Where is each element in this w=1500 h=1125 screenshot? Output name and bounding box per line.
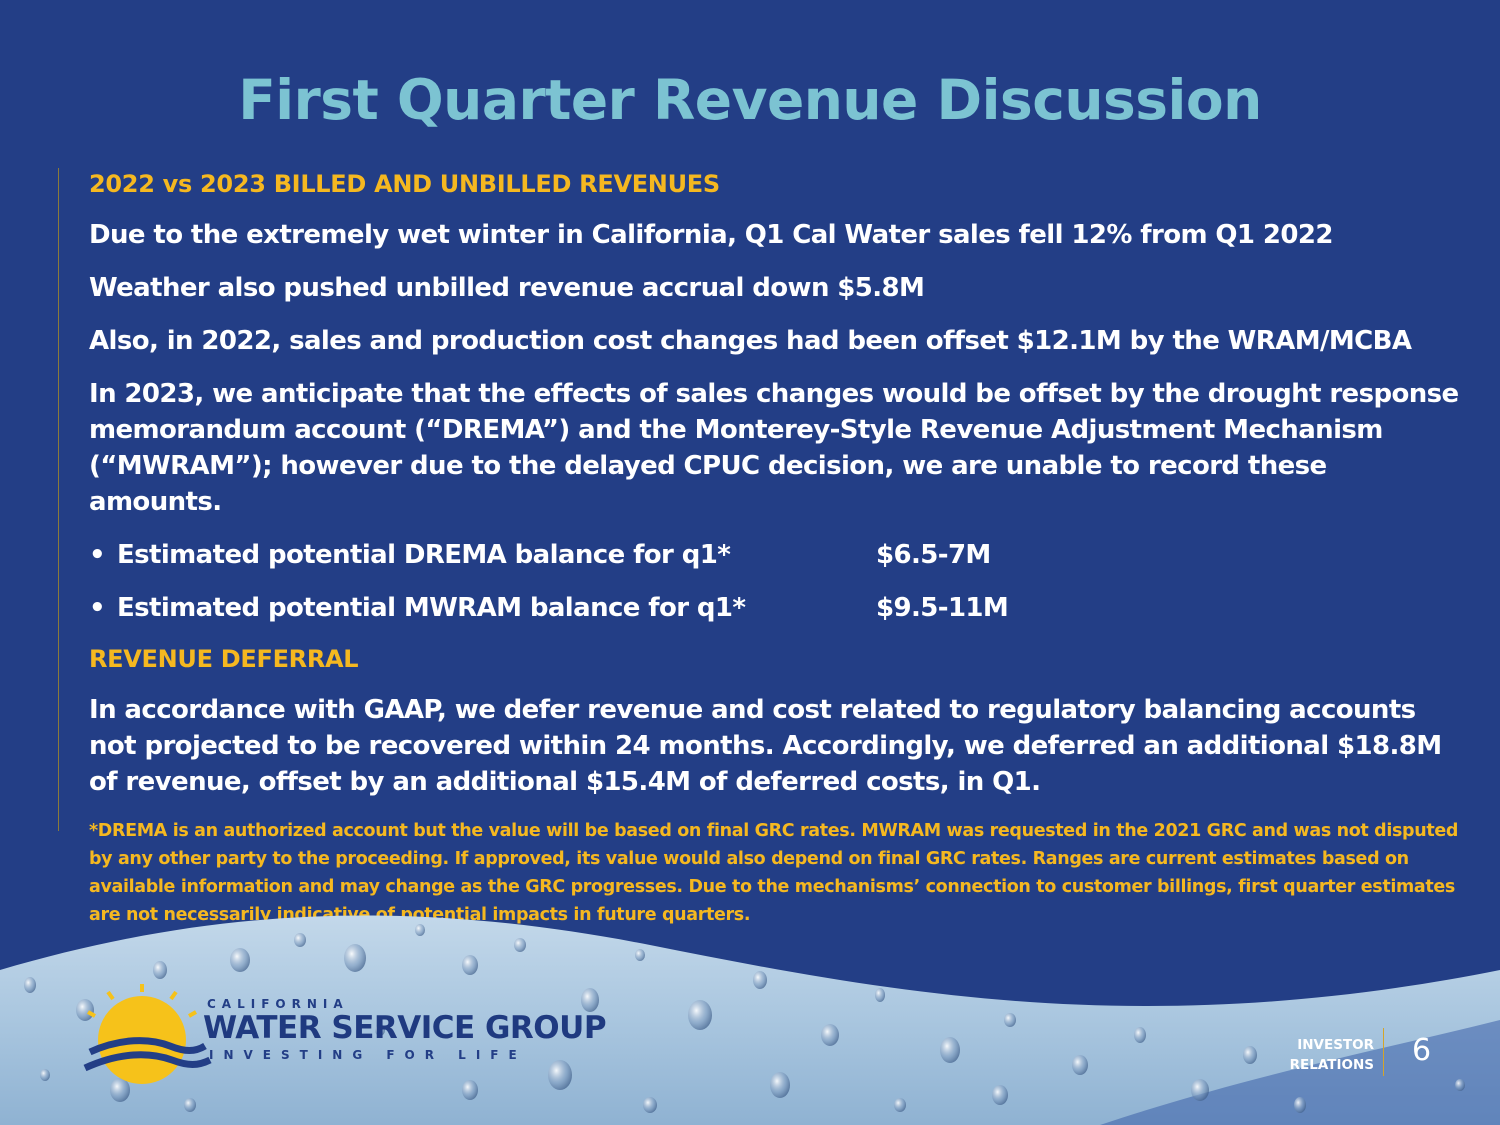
paragraph-sales-decline: Due to the extremely wet winter in Calif…: [89, 220, 1333, 250]
page-title: First Quarter Revenue Discussion: [238, 68, 1262, 132]
section-heading-revenues: 2022 vs 2023 BILLED AND UNBILLED REVENUE…: [89, 170, 720, 198]
investor-relations-line2: RELATIONS: [1289, 1057, 1374, 1073]
investor-relations-label: INVESTOR RELATIONS: [1282, 1035, 1374, 1075]
logo-small-text: CALIFORNIA: [207, 997, 349, 1011]
bullet-icon: •: [89, 593, 106, 623]
left-divider: [58, 168, 59, 831]
bullet-label: Estimated potential DREMA balance for q1…: [117, 540, 731, 570]
wave-logo-icon: [83, 1037, 212, 1072]
paragraph-deferral: In accordance with GAAP, we defer revenu…: [89, 695, 1442, 797]
bullet-icon: •: [89, 540, 106, 570]
slide-content: 2022 vs 2023 BILLED AND UNBILLED REVENUE…: [89, 168, 1459, 929]
section-heading-deferral: REVENUE DEFERRAL: [89, 645, 359, 673]
logo-tagline: INVESTING FOR LIFE: [209, 1048, 527, 1062]
paragraph-2023-anticipation: In 2023, we anticipate that the effects …: [89, 379, 1459, 517]
bullet-value: $6.5-7M: [876, 540, 991, 570]
paragraph-unbilled-accrual: Weather also pushed unbilled revenue acc…: [89, 273, 925, 303]
investor-relations-line1: INVESTOR: [1297, 1037, 1374, 1053]
footer-water-background: CALIFORNIA WATER SERVICE GROUP INVESTING…: [0, 900, 1500, 1125]
bullet-mwram: • Estimated potential MWRAM balance for …: [89, 590, 1459, 626]
paragraph-wram-offset: Also, in 2022, sales and production cost…: [89, 326, 1412, 356]
footer-divider: [1383, 1028, 1384, 1076]
water-droplets-background: [0, 915, 1500, 1125]
bullet-label: Estimated potential MWRAM balance for q1…: [117, 593, 746, 623]
bullet-drema: • Estimated potential DREMA balance for …: [89, 537, 1459, 573]
logo-main-text: WATER SERVICE GROUP: [203, 1010, 607, 1046]
bullet-value: $9.5-11M: [876, 593, 1009, 623]
footnote: *DREMA is an authorized account but the …: [89, 821, 1459, 925]
page-number: 6: [1412, 1033, 1432, 1068]
